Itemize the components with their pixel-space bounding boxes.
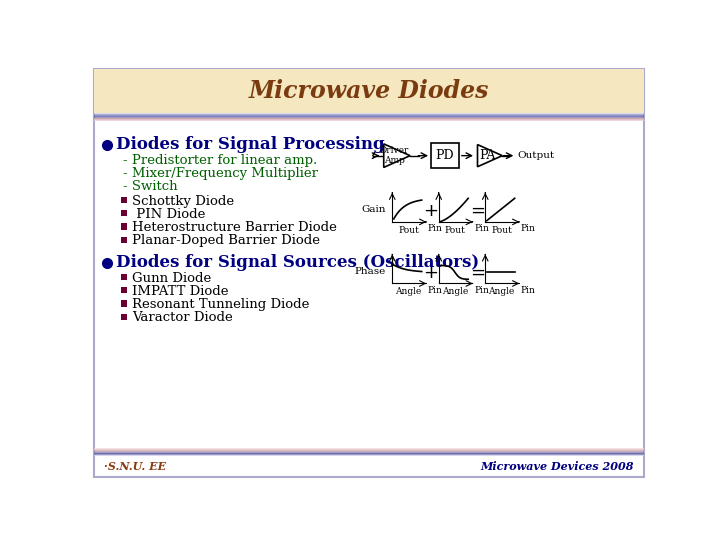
Text: IMPATT Diode: IMPATT Diode: [132, 285, 228, 298]
Text: Phase: Phase: [355, 267, 386, 275]
Text: Schottky Diode: Schottky Diode: [132, 194, 234, 207]
FancyBboxPatch shape: [94, 69, 644, 113]
Text: Pin: Pin: [428, 224, 443, 233]
FancyBboxPatch shape: [94, 451, 644, 453]
Text: ·S.N.U. EE: ·S.N.U. EE: [104, 461, 166, 472]
FancyBboxPatch shape: [94, 118, 644, 119]
Text: PIN Diode: PIN Diode: [132, 208, 205, 221]
Polygon shape: [384, 144, 410, 167]
Text: Resonant Tunneling Diode: Resonant Tunneling Diode: [132, 298, 309, 311]
Text: Varactor Diode: Varactor Diode: [132, 311, 233, 324]
Text: Heterostructure Barrier Diode: Heterostructure Barrier Diode: [132, 221, 337, 234]
FancyBboxPatch shape: [121, 287, 127, 294]
Text: - Predistorter for linear amp.: - Predistorter for linear amp.: [122, 154, 317, 167]
FancyBboxPatch shape: [121, 300, 127, 307]
Text: Diodes for Signal Sources (Oscillators): Diodes for Signal Sources (Oscillators): [117, 254, 480, 271]
FancyBboxPatch shape: [94, 454, 644, 455]
Text: Pout: Pout: [444, 226, 465, 235]
FancyBboxPatch shape: [121, 314, 127, 320]
Text: Pin: Pin: [521, 286, 536, 295]
Text: - Mixer/Frequency Multiplier: - Mixer/Frequency Multiplier: [122, 167, 318, 180]
Text: Gain: Gain: [361, 205, 386, 214]
Text: Output: Output: [518, 151, 555, 160]
FancyBboxPatch shape: [121, 237, 127, 242]
Text: Angle: Angle: [395, 287, 422, 296]
Text: Diodes for Signal Processing: Diodes for Signal Processing: [117, 137, 385, 153]
Text: Planar-Doped Barrier Diode: Planar-Doped Barrier Diode: [132, 234, 320, 247]
Text: Pin: Pin: [474, 286, 490, 295]
Text: PD: PD: [436, 149, 454, 162]
Text: Gunn Diode: Gunn Diode: [132, 272, 211, 285]
Text: Pout: Pout: [491, 226, 512, 235]
FancyBboxPatch shape: [94, 451, 644, 452]
FancyBboxPatch shape: [121, 274, 127, 280]
FancyBboxPatch shape: [94, 455, 644, 456]
Text: Pin: Pin: [474, 224, 490, 233]
Polygon shape: [477, 145, 503, 167]
FancyBboxPatch shape: [121, 224, 127, 230]
Text: Pin: Pin: [521, 224, 536, 233]
FancyBboxPatch shape: [94, 448, 644, 449]
Text: Angle: Angle: [488, 287, 515, 296]
FancyBboxPatch shape: [94, 119, 644, 120]
Text: Pout: Pout: [398, 226, 419, 235]
Text: +: +: [423, 202, 438, 220]
FancyBboxPatch shape: [94, 113, 644, 114]
FancyBboxPatch shape: [94, 454, 644, 455]
Text: Microwave Diodes: Microwave Diodes: [249, 79, 489, 103]
FancyBboxPatch shape: [94, 115, 644, 116]
FancyBboxPatch shape: [94, 117, 644, 118]
FancyBboxPatch shape: [94, 69, 644, 477]
Text: =: =: [470, 264, 485, 282]
FancyBboxPatch shape: [94, 120, 644, 122]
FancyBboxPatch shape: [94, 453, 644, 454]
Text: =: =: [470, 202, 485, 220]
Text: Pin: Pin: [428, 286, 443, 295]
FancyBboxPatch shape: [431, 143, 459, 168]
Text: Driver
Amp: Driver Amp: [379, 146, 409, 165]
FancyBboxPatch shape: [94, 118, 644, 120]
FancyBboxPatch shape: [94, 449, 644, 450]
Text: Microwave Devices 2008: Microwave Devices 2008: [480, 461, 634, 472]
Text: +: +: [423, 264, 438, 282]
FancyBboxPatch shape: [94, 116, 644, 117]
FancyBboxPatch shape: [121, 197, 127, 204]
Text: - Switch: - Switch: [122, 180, 177, 193]
Text: PA: PA: [480, 149, 495, 162]
Text: Angle: Angle: [442, 287, 468, 296]
FancyBboxPatch shape: [121, 211, 127, 217]
FancyBboxPatch shape: [94, 114, 644, 116]
FancyBboxPatch shape: [94, 450, 644, 451]
